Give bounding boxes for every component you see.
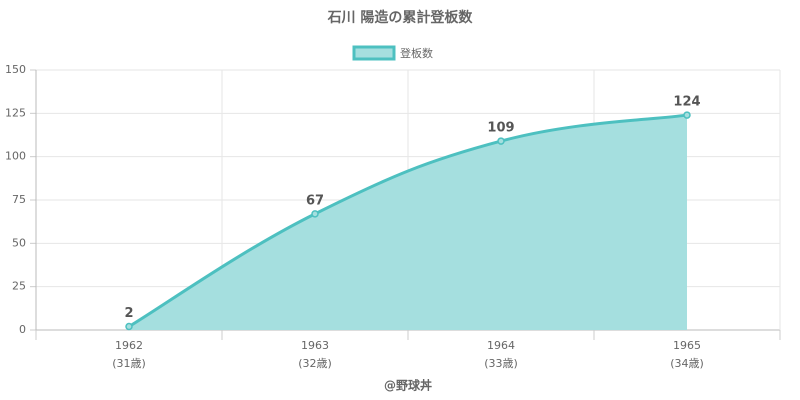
x-tick-label: 1964 [487, 339, 515, 352]
y-tick-label: 75 [12, 193, 26, 206]
x-tick-label: 1963 [301, 339, 329, 352]
y-tick-label: 50 [12, 236, 26, 249]
data-label: 124 [673, 95, 700, 110]
x-tick-sublabel: (33歳) [484, 357, 518, 370]
area [129, 115, 687, 330]
line [128, 113, 688, 328]
y-tick-label: 0 [19, 323, 26, 336]
x-tick-label: 1962 [115, 339, 143, 352]
legend-label: 登板数 [400, 46, 433, 60]
y-tick-label: 25 [12, 280, 26, 293]
x-tick-label: 1965 [673, 339, 701, 352]
y-tick-label: 125 [5, 106, 26, 119]
legend-swatch [352, 45, 396, 61]
x-tick-sublabel: (31歳) [112, 357, 146, 370]
x-axis-title: @野球丼 [384, 378, 432, 393]
data-label: 67 [306, 193, 324, 208]
point [311, 210, 319, 218]
x-tick-sublabel: (34歳) [670, 357, 704, 370]
point [683, 111, 691, 119]
data-label: 109 [487, 121, 514, 136]
y-tick-label: 150 [5, 63, 26, 76]
x-tick-sublabel: (32歳) [298, 357, 332, 370]
point [497, 137, 505, 145]
y-tick-label: 100 [5, 150, 26, 163]
data-label: 2 [124, 306, 133, 321]
chart-title: 石川 陽造の累計登板数 [327, 9, 474, 26]
point [125, 322, 133, 331]
